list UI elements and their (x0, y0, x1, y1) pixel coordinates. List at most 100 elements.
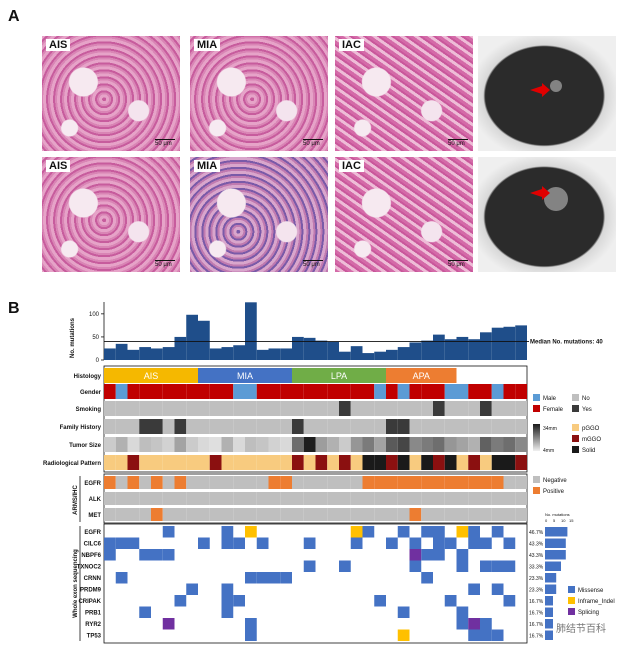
wes-mutation-cell (162, 526, 175, 538)
arms-cell (139, 492, 151, 505)
radiological-cell (233, 455, 245, 470)
arms-cell (433, 492, 445, 505)
mutation-bar (233, 345, 245, 360)
family-history-cell (456, 419, 469, 434)
arms-cell (315, 476, 328, 489)
tumor-size-cell (292, 437, 304, 452)
legend-missense-label: Missense (578, 588, 604, 594)
wes-frame (103, 523, 528, 644)
arms-cell (362, 508, 375, 521)
ct-image-3 (478, 36, 616, 151)
wes-mutation-cell (468, 537, 480, 549)
mutation-bar (397, 347, 410, 360)
wes-mutation-cell (397, 606, 410, 618)
arms-cell (280, 476, 292, 489)
ct-lesion-marker (530, 80, 562, 97)
arms-cell (280, 508, 292, 521)
tile-label: IAC (339, 39, 364, 51)
radiological-cell (268, 455, 281, 470)
tumor-size-cell (315, 437, 328, 452)
arms-cell (468, 476, 480, 489)
family-history-cell (127, 419, 140, 434)
gender-cell (280, 384, 292, 399)
wes-percent-label: 43.3% (529, 553, 544, 559)
arms-cell (162, 508, 175, 521)
wes-count-bar (545, 550, 566, 560)
histology-image-6: IAC 50 μm (335, 157, 473, 272)
arms-cell (209, 492, 222, 505)
mutation-bar (221, 347, 234, 360)
radiological-cell (292, 455, 304, 470)
arms-cell (350, 508, 363, 521)
radiological-cell (198, 455, 210, 470)
legend-mggo-label: mGGO (582, 437, 601, 443)
watermark: 肺结节百科 (556, 622, 606, 635)
arms-cell (127, 476, 140, 489)
smoking-cell (456, 401, 469, 416)
arms-cell (198, 476, 210, 489)
arms-cell (245, 508, 257, 521)
histology-group-label: LPA (331, 371, 347, 381)
wes-mutation-cell (233, 595, 245, 607)
wes-mutation-cell (397, 526, 410, 538)
mutation-bar (151, 348, 163, 360)
wes-percent-label: 43.3% (529, 542, 544, 548)
arms-cell (315, 492, 328, 505)
legend-female-swatch (533, 405, 540, 412)
wes-mutation-cell (221, 583, 234, 595)
arms-cell (386, 492, 398, 505)
radiological-cell (104, 455, 116, 470)
legend-inframe-swatch (568, 597, 575, 604)
wes-percent-label: 16.7% (529, 622, 544, 628)
wes-mutation-cell (104, 549, 116, 561)
wes-mutation-cell (433, 537, 445, 549)
radiological-cell (397, 455, 410, 470)
mutation-bar (503, 326, 516, 360)
wes-percent-label: 16.7% (529, 634, 544, 640)
family-history-cell (468, 419, 480, 434)
smoking-cell (515, 401, 527, 416)
family-history-cell (104, 419, 116, 434)
arms-cell (198, 492, 210, 505)
smoking-cell (268, 401, 281, 416)
wes-group-title: Whole exon sequencing (73, 549, 79, 618)
arms-cell (115, 492, 128, 505)
radiological-cell (444, 455, 457, 470)
tumor-size-cell (397, 437, 410, 452)
smoking-cell (139, 401, 151, 416)
arms-cell (174, 476, 187, 489)
radiological-cell (468, 455, 480, 470)
legend-male-swatch (533, 394, 540, 401)
wes-mutation-cell (409, 549, 422, 561)
arms-cell (386, 476, 398, 489)
wes-count-bar (545, 619, 553, 629)
tumor-size-cell (327, 437, 339, 452)
radiological-cell (162, 455, 175, 470)
legend-solid-swatch (572, 446, 579, 453)
legend-tumor-size-bar (533, 424, 540, 451)
arms-cell (245, 476, 257, 489)
arms-cell (127, 508, 140, 521)
arms-cell (456, 476, 469, 489)
arms-cell (397, 476, 410, 489)
wes-mutation-cell (480, 629, 492, 641)
family-history-cell (315, 419, 328, 434)
arms-cell (386, 508, 398, 521)
gender-cell (480, 384, 492, 399)
radiological-cell (151, 455, 163, 470)
arms-cell (162, 492, 175, 505)
wes-mutation-cell (174, 595, 187, 607)
arms-cell (327, 508, 339, 521)
smoking-cell (233, 401, 245, 416)
histology-band (386, 368, 457, 383)
smoking-cell (256, 401, 269, 416)
mutation-bar (104, 348, 116, 360)
wes-mutation-cell (115, 537, 128, 549)
arms-row-label: ALK (89, 497, 102, 503)
smoking-cell (491, 401, 504, 416)
arms-cell (503, 476, 516, 489)
family-history-cell (397, 419, 410, 434)
tumor-size-cell (104, 437, 116, 452)
clinical-row-label: Tumor Size (69, 443, 102, 449)
radiological-cell (421, 455, 433, 470)
